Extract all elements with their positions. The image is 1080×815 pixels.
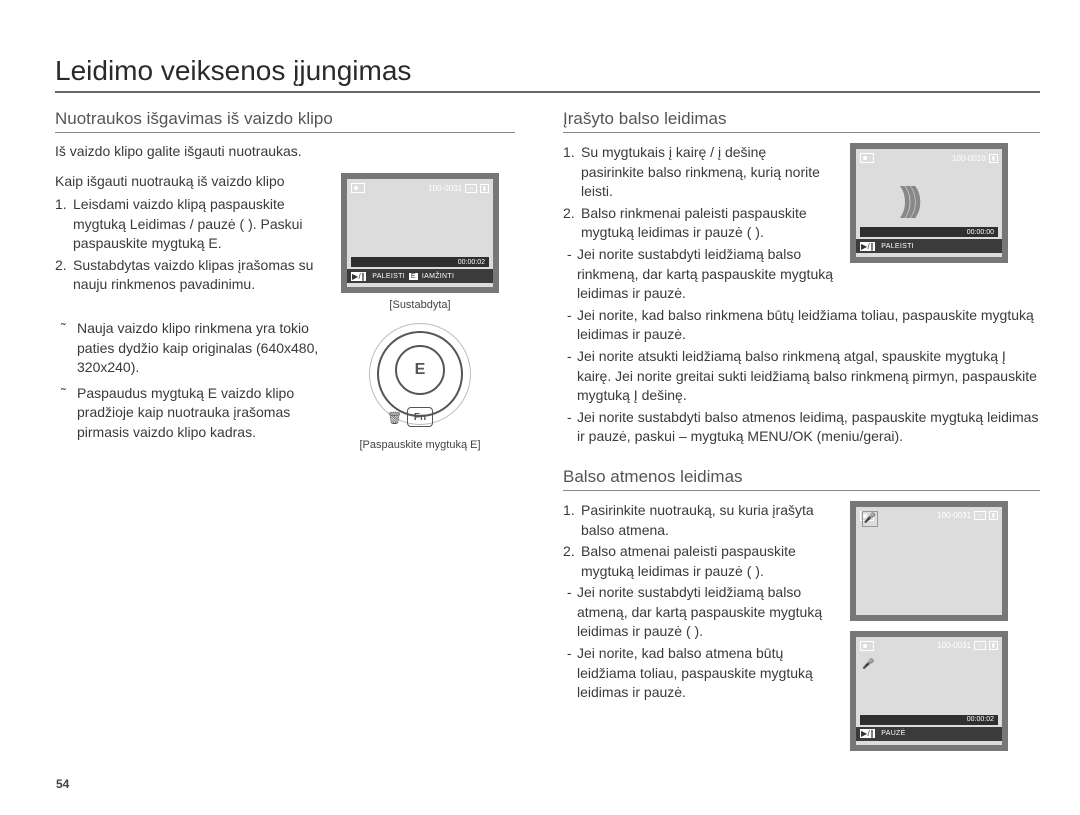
playback-icon	[860, 641, 874, 651]
rb-d1-dash: -	[563, 583, 577, 642]
battery-icon: ▮	[480, 184, 489, 193]
right-column: Įrašyto balso leidimas 1.Su mygtukais į …	[563, 109, 1040, 751]
note-1: Nauja vaizdo klipo rinkmena yra tokio pa…	[77, 319, 325, 378]
play-icon: ▶/∥	[860, 242, 875, 251]
file-number: 100-0031	[428, 184, 462, 193]
num-2-text: Sustabdytas vaizdo klipas įrašomas su na…	[73, 256, 325, 295]
ra-d4-dash: -	[563, 408, 577, 447]
time-value: 00:00:02	[967, 716, 994, 723]
left-sub-title: Kaip išgauti nuotrauką iš vaizdo klipo	[55, 173, 325, 189]
badge-icon: ▭	[974, 641, 986, 650]
battery-icon: ▮	[989, 641, 998, 650]
play-icon: ▶/∥	[351, 272, 366, 281]
right-a-heading: Įrašyto balso leidimas	[563, 109, 1040, 133]
badge-icon: ▭	[974, 511, 986, 520]
file-number: 100-0010	[952, 154, 986, 163]
screen-memo-2: 100-0031 ▭ ▮ 🎤 00:00:02 ▶/∥ PAUZĖ	[850, 631, 1008, 751]
dial-figure: E 🗑 Fn	[365, 323, 475, 433]
screen-voice: 100-0010 ▮ ))) 00:00:00 ▶/∥ PALEISTI	[850, 143, 1008, 263]
left-figures: 100-0031 ▭ ▮ 00:00:02 ▶/∥ PALEISTI E IAM…	[325, 173, 515, 451]
caption-paused: [Sustabdyta]	[389, 299, 450, 311]
screen-memo-1: 100-0031 ▭ ▮ 🎤	[850, 501, 1008, 621]
playback-icon	[860, 153, 874, 163]
battery-icon: ▮	[989, 154, 998, 163]
rb-d1: Jei norite sustabdyti leidžiamą balso at…	[577, 583, 838, 642]
screen-paused: 100-0031 ▭ ▮ 00:00:02 ▶/∥ PALEISTI E IAM…	[341, 173, 499, 293]
left-intro: Iš vaizdo klipo galite išgauti nuotrauka…	[55, 143, 515, 159]
play-icon: ▶/∥	[860, 729, 875, 738]
columns: Nuotraukos išgavimas iš vaizdo klipo Iš …	[55, 109, 1040, 751]
ra-t2: Balso rinkmenai paleisti paspauskite myg…	[581, 204, 838, 243]
time-value: 00:00:02	[458, 259, 485, 266]
ra-d3-dash: -	[563, 347, 577, 406]
rb-d2-dash: -	[563, 644, 577, 703]
page-title: Leidimo veiksenos įjungimas	[55, 55, 1040, 93]
ra-n2: 2.	[563, 204, 581, 243]
ra-d1: Jei norite sustabdyti leidžiamą balso ri…	[577, 245, 838, 304]
ra-d2-dash: -	[563, 306, 577, 345]
rb-t2: Balso atmenai paleisti paspauskite mygtu…	[581, 542, 838, 581]
bar-mid-label: E	[409, 273, 418, 280]
num-1: 1.	[55, 195, 73, 254]
bar-label: PAUZĖ	[881, 730, 905, 737]
ra-t1: Su mygtukais į kairę / į dešinę pasirink…	[581, 143, 838, 202]
left-row: Kaip išgauti nuotrauką iš vaizdo klipo 1…	[55, 173, 515, 451]
ra-n1: 1.	[563, 143, 581, 202]
right-b-row: 1.Pasirinkite nuotrauką, su kuria įrašyt…	[563, 501, 1040, 751]
rb-d2: Jei norite, kad balso atmena būtų leidži…	[577, 644, 838, 703]
note-2: Paspaudus mygtuką E vaizdo klipo pradžio…	[77, 384, 325, 443]
right-b-heading: Balso atmenos leidimas	[563, 467, 1040, 491]
num-2: 2.	[55, 256, 73, 295]
rb-t1: Pasirinkite nuotrauką, su kuria įrašyta …	[581, 501, 838, 540]
time-value: 00:00:00	[967, 229, 994, 236]
dial-e-label: E	[395, 345, 445, 395]
file-number: 100-0031	[937, 641, 971, 650]
trash-icon: 🗑	[387, 411, 402, 425]
mic-icon: 🎤	[862, 511, 878, 527]
badge-icon: ▭	[465, 184, 477, 193]
bar-right-label: IAMŽINTI	[422, 273, 454, 280]
bar-label: PALEISTI	[881, 243, 914, 250]
left-heading: Nuotraukos išgavimas iš vaizdo klipo	[55, 109, 515, 133]
left-text-block: Kaip išgauti nuotrauką iš vaizdo klipo 1…	[55, 173, 325, 451]
file-number: 100-0031	[937, 511, 971, 520]
mic-icon: 🎤	[862, 659, 874, 670]
right-a-row: 1.Su mygtukais į kairę / į dešinę pasiri…	[563, 143, 1040, 306]
right-a-fig: 100-0010 ▮ ))) 00:00:00 ▶/∥ PALEISTI	[850, 143, 1040, 306]
rb-n2: 2.	[563, 542, 581, 581]
ra-d4: Jei norite sustabdyti balso atmenos leid…	[577, 408, 1040, 447]
right-b-text: 1.Pasirinkite nuotrauką, su kuria įrašyt…	[563, 501, 838, 751]
bar-left-label: PALEISTI	[372, 273, 405, 280]
left-column: Nuotraukos išgavimas iš vaizdo klipo Iš …	[55, 109, 515, 751]
caption-press-e: [Paspauskite mygtuką E]	[359, 439, 480, 451]
rb-n1: 1.	[563, 501, 581, 540]
right-a-text: 1.Su mygtukais į kairę / į dešinę pasiri…	[563, 143, 838, 306]
left-list: 1.Leisdami vaizdo klipą paspauskite mygt…	[55, 195, 325, 295]
num-1-text: Leisdami vaizdo klipą paspauskite mygtuk…	[73, 195, 325, 254]
battery-icon: ▮	[989, 511, 998, 520]
playback-icon	[351, 183, 365, 193]
fn-label: Fn	[407, 407, 433, 427]
ra-d1-dash: -	[563, 245, 577, 304]
page-number: 54	[56, 777, 69, 791]
tilde-1: ˜	[55, 319, 77, 378]
right-b-fig: 100-0031 ▭ ▮ 🎤 100-0031 ▭ ▮	[850, 501, 1040, 751]
sound-wave-icon: )))	[900, 181, 916, 220]
ra-d2: Jei norite, kad balso rinkmena būtų leid…	[577, 306, 1040, 345]
ra-d3: Jei norite atsukti leidžiamą balso rinkm…	[577, 347, 1040, 406]
tilde-2: ˜	[55, 384, 77, 443]
